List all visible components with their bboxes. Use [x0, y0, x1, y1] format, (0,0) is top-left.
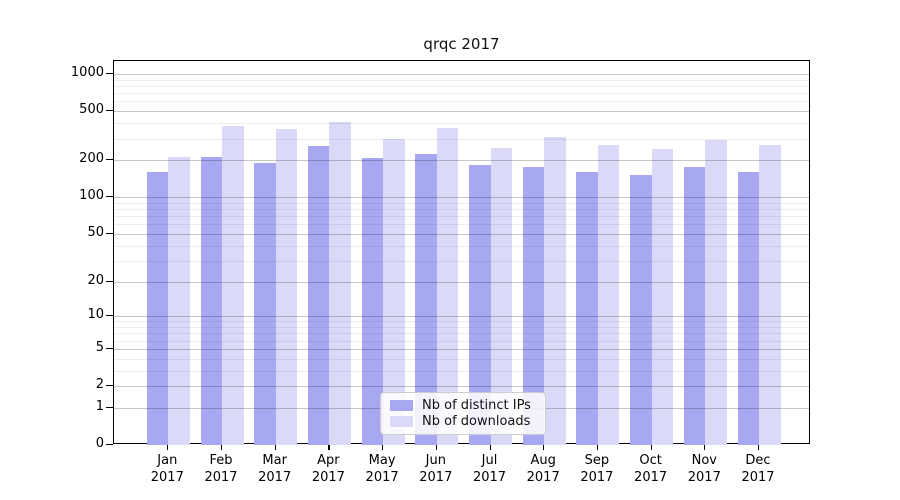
y-tick-label-200: 200: [79, 151, 104, 167]
y-tick-label-0: 0: [95, 436, 104, 451]
y-tick-mark-100: [106, 196, 113, 198]
bar-distinct-ips-may: [361, 157, 384, 445]
x-tick-mark-aug: [543, 444, 545, 450]
x-tick-label-mar: Mar 2017: [258, 453, 292, 485]
x-tick-label-oct: Oct 2017: [634, 453, 668, 485]
plot-area: Nb of distinct IPs Nb of downloads: [113, 60, 810, 445]
y-tick-mark-0: [106, 444, 113, 446]
bar-downloads-jan: [168, 157, 190, 445]
x-tick-label-apr: Apr 2017: [311, 453, 345, 485]
x-tick-label-jan: Jan 2017: [150, 453, 184, 485]
bar-downloads-jul: [490, 148, 512, 445]
x-tick-mark-sep: [596, 444, 599, 450]
legend-label-distinct-ips: Nb of distinct IPs: [422, 398, 531, 413]
y-tick-label-5: 5: [95, 339, 104, 355]
y-tick-mark-1: [106, 406, 113, 408]
y-tick-label-50: 50: [87, 224, 104, 240]
x-tick-label-feb: Feb 2017: [204, 453, 238, 485]
legend-label-downloads: Nb of downloads: [422, 414, 531, 429]
y-tick-label-20: 20: [87, 272, 104, 288]
legend-row-distinct-ips: Nb of distinct IPs: [390, 398, 536, 413]
legend-swatch-downloads: [390, 416, 413, 427]
x-tick-mark-may: [382, 444, 384, 450]
x-tick-label-dec: Dec 2017: [741, 453, 775, 485]
y-tick-mark-5: [106, 347, 113, 349]
bar-distinct-ips-sep: [576, 171, 598, 445]
chart-title: qrqc 2017: [423, 35, 500, 53]
x-tick-label-jun: Jun 2017: [419, 453, 453, 485]
y-tick-label-1000: 1000: [70, 65, 104, 80]
legend-swatch-distinct-ips: [390, 400, 413, 411]
bar-distinct-ips-jun: [415, 153, 437, 445]
x-tick-mark-dec: [758, 444, 760, 450]
x-tick-mark-nov: [704, 444, 706, 450]
x-tick-mark-jan: [167, 444, 169, 450]
bar-downloads-may: [383, 139, 405, 445]
y-tick-mark-20: [106, 280, 113, 282]
bar-downloads-sep: [597, 145, 620, 445]
bar-downloads-feb: [222, 126, 244, 445]
y-tick-mark-10: [106, 315, 113, 317]
bar-downloads-mar: [275, 129, 298, 445]
y-tick-mark-1000: [106, 73, 113, 75]
bar-downloads-oct: [651, 149, 674, 445]
legend-row-downloads: Nb of downloads: [390, 414, 536, 429]
y-tick-mark-500: [106, 110, 113, 112]
y-tick-label-10: 10: [87, 307, 104, 323]
bar-downloads-aug: [544, 137, 566, 445]
bar-distinct-ips-mar: [254, 163, 276, 445]
x-tick-label-aug: Aug 2017: [526, 453, 560, 485]
x-tick-mark-oct: [650, 444, 652, 450]
bar-downloads-dec: [759, 145, 781, 445]
bar-distinct-ips-apr: [307, 146, 330, 445]
x-tick-label-sep: Sep 2017: [580, 453, 614, 485]
legend: Nb of distinct IPs Nb of downloads: [380, 392, 546, 435]
bar-downloads-jun: [436, 127, 459, 445]
x-tick-mark-feb: [221, 444, 223, 450]
bar-downloads-nov: [705, 140, 727, 445]
bars-layer: [114, 61, 809, 445]
x-tick-mark-jun: [435, 444, 437, 450]
bar-distinct-ips-jan: [146, 172, 169, 445]
y-tick-label-100: 100: [79, 188, 104, 204]
x-tick-mark-apr: [328, 444, 330, 450]
y-tick-label-500: 500: [79, 102, 104, 118]
bar-distinct-ips-dec: [737, 172, 759, 445]
x-tick-label-nov: Nov 2017: [687, 453, 721, 485]
y-tick-mark-50: [106, 232, 113, 235]
bar-distinct-ips-oct: [630, 174, 652, 445]
y-tick-mark-200: [106, 159, 113, 161]
y-tick-label-2: 2: [95, 377, 104, 392]
x-tick-mark-jul: [489, 444, 491, 450]
x-tick-mark-mar: [274, 444, 276, 450]
y-tick-mark-2: [106, 385, 113, 387]
y-tick-label-1: 1: [95, 398, 104, 414]
x-tick-label-may: May 2017: [365, 453, 399, 485]
bar-distinct-ips-jul: [469, 164, 491, 445]
bar-distinct-ips-nov: [683, 167, 706, 445]
x-tick-label-jul: Jul 2017: [472, 453, 507, 485]
bar-downloads-apr: [329, 121, 351, 445]
bar-distinct-ips-aug: [522, 167, 545, 445]
bar-distinct-ips-feb: [200, 157, 222, 445]
